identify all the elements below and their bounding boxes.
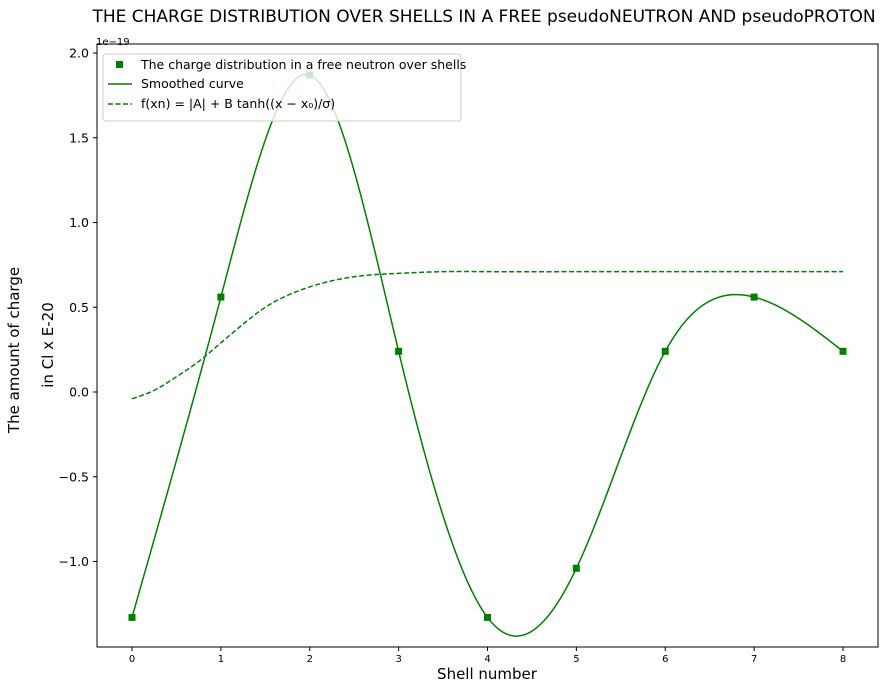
x-axis-label: Shell number [437,665,538,683]
data-point-marker [750,293,758,301]
x-tick-label: 8 [840,654,846,665]
plot-frame [96,43,879,648]
plot-series [128,71,847,637]
x-axis-ticks: 0 1 2 3 4 5 6 7 8 [129,647,846,665]
y-axis-label-line2: in Cl x E-20 [39,302,57,387]
y-tick-label: 0.5 [69,300,89,315]
legend-label-smoothed: Smoothed curve [141,76,244,91]
data-point-marker [572,564,580,572]
x-tick-label: 3 [395,654,401,665]
legend-label-markers: The charge distribution in a free neutro… [140,57,466,72]
chart-title: THE CHARGE DISTRIBUTION OVER SHELLS IN A… [91,7,875,27]
data-point-marker [484,613,491,621]
x-tick-label: 0 [129,654,135,665]
x-tick-label: 1 [218,654,224,665]
legend-label-fit-function: f(xn) = |A| + B tanh((x − x₀)/σ) [141,96,335,111]
data-point-marker [128,613,136,621]
y-tick-label: 2.0 [69,46,89,61]
data-point-marker [661,347,669,355]
legend-marker-square [116,61,123,68]
data-point-marker [395,347,403,355]
y-axis-label-line1: The amount of charge [5,267,23,434]
x-tick-label: 5 [573,654,579,665]
data-point-marker [839,347,847,355]
y-axis-ticks: −1.0 −0.5 0.0 0.5 1.0 1.5 2.0 [59,46,97,569]
legend: The charge distribution in a free neutro… [102,53,466,122]
y-tick-label: 1.0 [69,215,89,230]
data-point-marker [217,293,225,301]
y-axis-offset-label: 1e−19 [96,37,130,48]
series-smoothed-curve [131,73,844,637]
x-tick-label: 2 [307,654,313,665]
x-tick-label: 7 [751,654,757,665]
y-tick-label: −0.5 [59,469,89,484]
legend-box [102,53,462,122]
y-tick-label: 0.0 [69,385,89,400]
series-fit-function-curve [131,270,843,400]
y-tick-label: 1.5 [69,130,89,145]
y-tick-label: −1.0 [59,554,89,569]
x-tick-label: 6 [662,654,668,665]
x-tick-label: 4 [484,654,490,665]
